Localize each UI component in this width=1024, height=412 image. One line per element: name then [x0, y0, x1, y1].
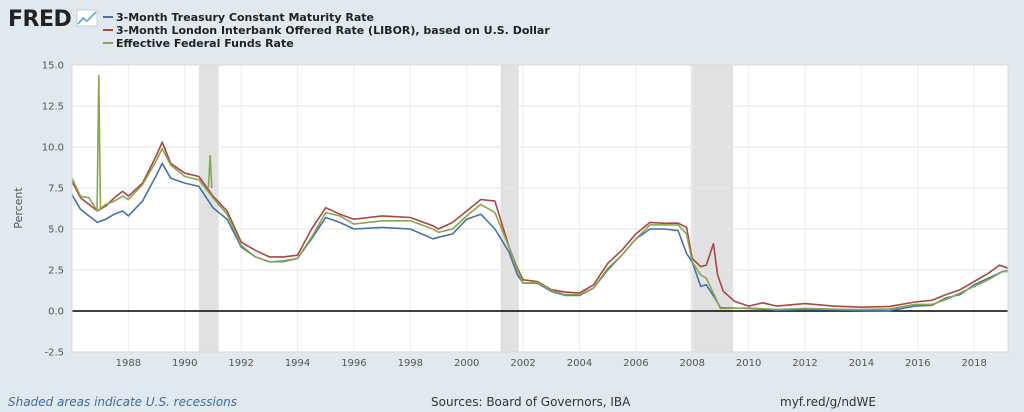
plot-border — [71, 64, 1009, 353]
y-tick-label: -2.5 — [44, 348, 64, 359]
fred-logo-graph-icon — [76, 9, 98, 27]
x-tick-label: 2018 — [961, 358, 986, 369]
y-tick-label: 5.0 — [48, 225, 64, 236]
x-tick-label: 1996 — [341, 358, 366, 369]
sources-text: Sources: Board of Governors, IBA — [431, 395, 631, 409]
x-tick-label: 1988 — [116, 358, 141, 369]
y-tick-label: 7.5 — [48, 184, 64, 195]
recession-band — [198, 65, 219, 352]
y-axis-title: Percent — [12, 187, 25, 229]
y-tick-label: 2.5 — [48, 266, 64, 277]
fedfunds-spike — [207, 155, 213, 189]
x-tick-label: 2010 — [736, 358, 761, 369]
legend: 3-Month Treasury Constant Maturity Rate … — [103, 11, 550, 50]
x-tick-label: 2014 — [849, 358, 874, 369]
series-line-libor — [71, 141, 1009, 309]
series-line-fedfunds — [71, 147, 1008, 311]
x-tick-label: 1998 — [398, 358, 423, 369]
x-tick-label: 2016 — [905, 358, 930, 369]
x-tick-label: 2000 — [454, 358, 479, 369]
legend-item-libor[interactable]: 3-Month London Interbank Offered Rate (L… — [103, 24, 550, 37]
recession-note: Shaded areas indicate U.S. recessions — [8, 395, 237, 409]
x-tick-label: 2006 — [623, 358, 648, 369]
fred-logo[interactable]: FRED — [8, 7, 98, 32]
series-line-treasury — [71, 162, 1009, 312]
legend-item-treasury[interactable]: 3-Month Treasury Constant Maturity Rate — [103, 11, 374, 24]
x-axis-ticks: 1988 1990 1992 1994 1996 1998 2000 2002 2004 2006… — [116, 358, 987, 369]
legend-label-libor: 3-Month London Interbank Offered Rate (L… — [116, 24, 550, 37]
legend-label-treasury: 3-Month Treasury Constant Maturity Rate — [116, 11, 374, 24]
x-tick-label: 2012 — [792, 358, 817, 369]
legend-item-fedfunds[interactable]: Effective Federal Funds Rate — [103, 37, 294, 50]
x-tick-label: 1994 — [285, 358, 310, 369]
recession-band — [500, 65, 519, 352]
y-tick-label: 0.0 — [48, 307, 64, 318]
x-tick-label: 1990 — [172, 358, 197, 369]
x-tick-label: 2008 — [680, 358, 705, 369]
series-lines — [71, 74, 1009, 312]
x-tick-label: 2004 — [567, 358, 592, 369]
plot-area — [72, 65, 1008, 352]
x-tick-label: 2002 — [510, 358, 535, 369]
fred-logo-text: FRED — [8, 7, 71, 32]
y-tick-label: 12.5 — [42, 102, 64, 113]
x-tick-label: 1992 — [228, 358, 253, 369]
fedfunds-spike — [96, 74, 102, 210]
y-tick-label: 10.0 — [42, 143, 64, 154]
y-axis-ticks: 15.0 12.5 10.0 7.5 5.0 2.5 0.0 -2.5 — [42, 61, 64, 359]
recession-band — [690, 65, 734, 352]
legend-label-fedfunds: Effective Federal Funds Rate — [116, 37, 294, 50]
recession-bands — [198, 65, 734, 352]
short-link[interactable]: myf.red/g/ndWE — [780, 395, 876, 409]
y-tick-label: 15.0 — [42, 61, 64, 72]
